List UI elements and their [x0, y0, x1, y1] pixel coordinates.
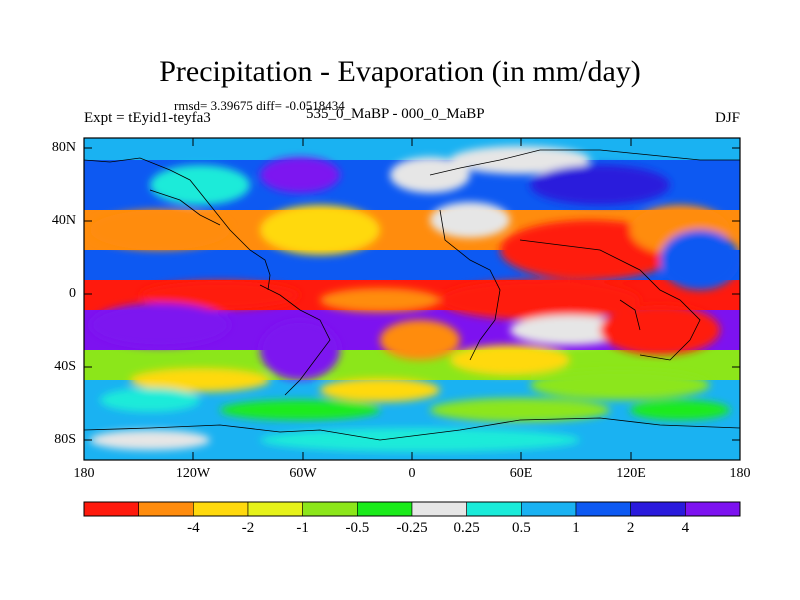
lon-label-180w: 180	[73, 466, 95, 481]
legend-swatch-11	[685, 501, 741, 517]
lat-label-0: 0	[69, 286, 76, 301]
field-layer	[84, 138, 740, 460]
lat-label-40n: 40N	[51, 213, 76, 228]
lat-label-80s: 80S	[54, 432, 76, 447]
experiment-label: Expt = tEyid1-teyfa3	[84, 110, 211, 126]
legend-swatch-5	[357, 501, 413, 517]
lon-label-60w: 60W	[289, 466, 317, 481]
legend-swatch-8	[521, 501, 577, 517]
legend-swatch-3	[247, 501, 303, 517]
lon-label-0: 0	[408, 466, 416, 481]
lat-label-80n: 80N	[51, 140, 76, 155]
legend-label: -4	[187, 520, 200, 536]
lon-label-60e: 60E	[509, 466, 533, 481]
stats-text: rmsd= 3.39675 diff= -0.0518434	[174, 98, 345, 113]
legend-swatch-0	[83, 501, 139, 517]
legend-swatch-1	[138, 501, 194, 517]
legend-swatch-4	[302, 501, 358, 517]
legend-swatch-6	[411, 501, 467, 517]
lat-ticks	[84, 147, 740, 441]
legend-label: -0.25	[396, 520, 428, 536]
legend-swatch-7	[466, 501, 522, 517]
legend-label: -0.5	[345, 520, 370, 536]
legend-label: 2	[626, 520, 635, 536]
legend-label: 0.25	[453, 520, 480, 536]
lat-label-40s: 40S	[54, 359, 76, 374]
lon-label-120w: 120W	[175, 466, 211, 481]
lon-label-120e: 120E	[616, 466, 646, 481]
coastlines	[84, 149, 740, 441]
map-title: Precipitation - Evaporation (in mm/day)	[159, 55, 641, 88]
legend-swatch-10	[630, 501, 686, 517]
field-blobs	[90, 146, 740, 452]
legend-colorbar	[83, 501, 741, 517]
legend-frame	[83, 501, 741, 517]
legend-label: -2	[241, 520, 255, 536]
legend-label: -1	[296, 520, 309, 536]
legend-swatch-9	[575, 501, 631, 517]
legend-swatch-2	[193, 501, 249, 517]
legend-label: 4	[681, 520, 690, 536]
legend-label: 1	[572, 520, 580, 536]
lon-ticks	[192, 138, 632, 460]
legend-label: 0.5	[511, 520, 531, 536]
season-label: DJF	[714, 110, 740, 126]
period-label: 535_0_MaBP - 000_0_MaBP	[306, 106, 485, 122]
lon-label-180e: 180	[729, 466, 751, 481]
